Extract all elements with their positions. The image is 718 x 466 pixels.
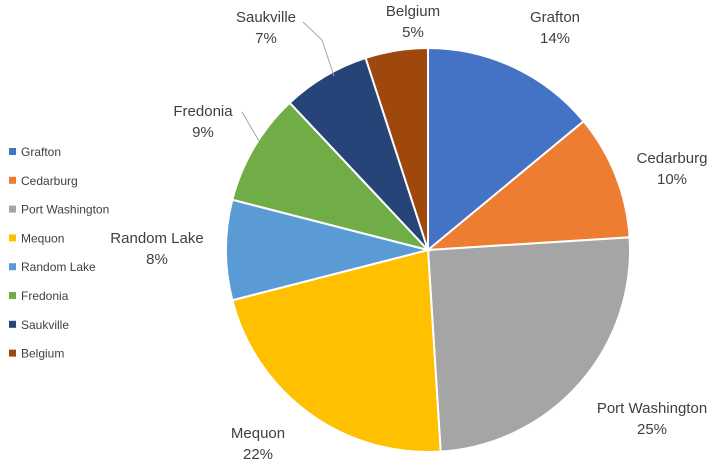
leader-line-fredonia <box>241 111 260 142</box>
pie-slice-random-lake <box>225 198 429 302</box>
legend-label-grafton: Grafton <box>21 145 61 159</box>
slice-label-mequon: Mequon 22% <box>231 425 285 463</box>
legend-swatch-random-lake <box>9 263 16 271</box>
legend-swatch-fredonia <box>9 292 16 299</box>
legend-swatch-belgium <box>9 349 16 357</box>
legend-swatch-cedarburg <box>9 176 16 184</box>
legend-swatch-saukville <box>9 320 16 328</box>
leader-lines <box>241 21 335 142</box>
legend-label-fredonia: Fredonia <box>21 289 69 303</box>
legend-swatch-port-washington <box>9 205 16 213</box>
pie-slice-cedarburg <box>424 119 631 252</box>
pie-slice-belgium <box>364 46 429 251</box>
slice-label-saukville: Saukville 7% <box>236 9 296 47</box>
slice-labels: Grafton 14% Cedarburg 10% Port Washington 25%… <box>110 3 707 463</box>
pie-slice-grafton <box>427 46 586 253</box>
pie-slice-mequon <box>231 248 442 453</box>
legend-label-mequon: Mequon <box>21 231 64 245</box>
leader-line-saukville <box>302 21 335 77</box>
slice-label-grafton: Grafton 14% <box>530 9 580 47</box>
pie-slices <box>225 46 631 453</box>
slice-label-fredonia: Fredonia 9% <box>173 103 233 141</box>
slice-label-belgium: Belgium 5% <box>386 3 440 41</box>
pie-slice-port-washington <box>426 236 631 453</box>
slice-label-cedarburg: Cedarburg 10% <box>637 150 708 188</box>
legend-swatch-grafton <box>9 148 16 155</box>
pie-slice-fredonia <box>231 101 432 252</box>
legend-label-belgium: Belgium <box>21 347 64 361</box>
legend-label-random-lake: Random Lake <box>21 260 96 274</box>
legend-swatch-mequon <box>9 234 16 242</box>
slice-label-random-lake: Random Lake 8% <box>110 230 203 268</box>
slice-label-port-washington: Port Washington 25% <box>597 400 707 438</box>
legend-label-port-washington: Port Washington <box>21 203 109 217</box>
legend-label-cedarburg: Cedarburg <box>21 174 78 188</box>
legend: Grafton Cedarburg Port Washington Mequon Ran… <box>9 145 109 361</box>
legend-label-saukville: Saukville <box>21 318 69 332</box>
